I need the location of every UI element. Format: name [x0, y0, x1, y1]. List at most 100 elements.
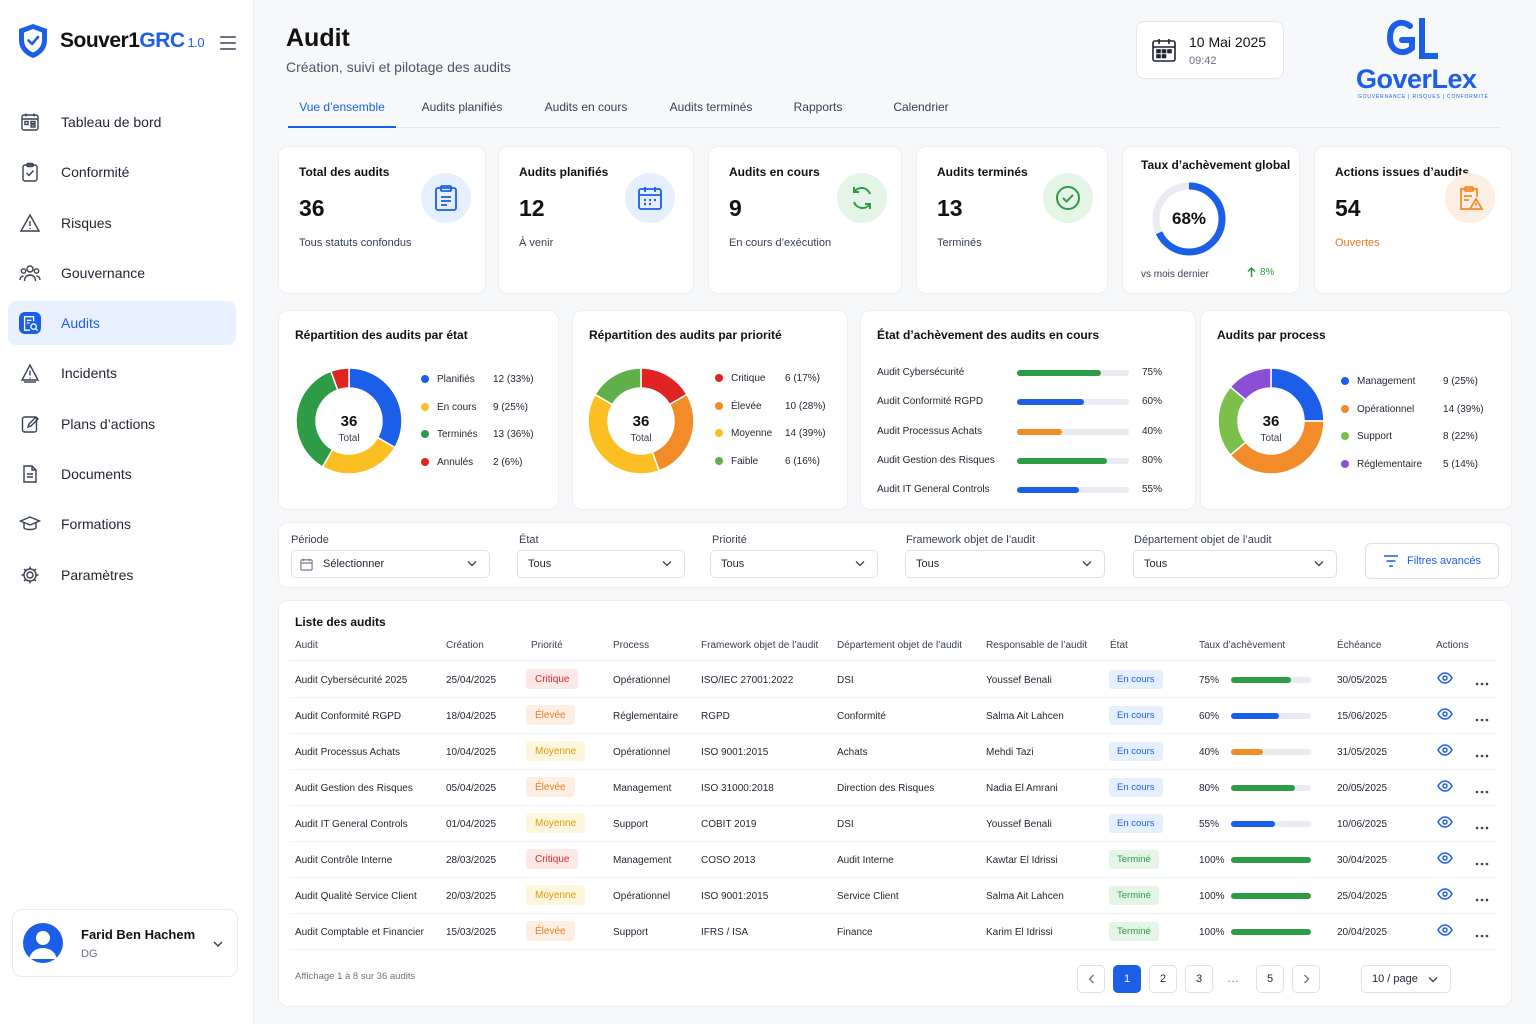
column-header-departement[interactable]: Département objet de l’audit — [837, 640, 963, 651]
sidebar-item-conformite[interactable]: Conformité — [8, 150, 236, 194]
column-header-responsable[interactable]: Responsable de l’audit — [986, 640, 1088, 651]
more-options-icon[interactable] — [1475, 747, 1489, 761]
table-row[interactable]: Audit IT General Controls 01/04/2025 Suppo… — [289, 806, 1497, 842]
tab-vue-ensemble[interactable]: Vue d’ensemble — [288, 90, 396, 128]
tab-calendrier[interactable]: Calendrier — [893, 100, 949, 114]
pagination-page-1[interactable]: 1 — [1113, 965, 1141, 993]
donut-slice[interactable] — [1229, 367, 1272, 401]
sidebar-item-label: Paramètres — [61, 566, 134, 583]
tab-audits-en-cours[interactable]: Audits en cours — [544, 100, 628, 114]
more-options-icon[interactable] — [1475, 675, 1489, 689]
period-select[interactable]: Sélectionner — [291, 550, 490, 578]
table-row[interactable]: Audit Qualité Service Client 20/03/2025 Op… — [289, 878, 1497, 914]
pagination-next-button[interactable] — [1292, 965, 1320, 993]
donut-slice[interactable] — [329, 367, 350, 391]
cell-framework: RGPD — [701, 711, 730, 722]
sidebar-item-risques[interactable]: Risques — [8, 201, 236, 245]
kpi-card-total[interactable]: Total des audits 36 Tous statuts confond… — [278, 146, 486, 294]
view-icon[interactable] — [1437, 708, 1453, 723]
sidebar-item-parametres[interactable]: Paramètres — [8, 553, 236, 597]
legend-item[interactable]: Faible 6 (16%) — [715, 456, 843, 470]
view-icon[interactable] — [1437, 672, 1453, 687]
sidebar-item-formations[interactable]: Formations — [8, 502, 236, 546]
pagination-page-2[interactable]: 2 — [1149, 965, 1177, 993]
donut-slice[interactable] — [594, 367, 642, 406]
kpi-card-termines[interactable]: Audits terminés 13 Terminés — [916, 146, 1108, 294]
per-page-select[interactable]: 10 / page — [1361, 965, 1451, 993]
kpi-card-actions[interactable]: Actions issues d’audits 54 Ouvertes — [1314, 146, 1512, 294]
sidebar-item-documents[interactable]: Documents — [8, 452, 236, 496]
kpi-card-en-cours[interactable]: Audits en cours 9 En cours d’exécution — [708, 146, 902, 294]
tab-rapports[interactable]: Rapports — [793, 100, 843, 114]
cell-due: 25/04/2025 — [1337, 891, 1388, 902]
legend-item[interactable]: Moyenne 14 (39%) — [715, 428, 843, 442]
legend-item[interactable]: Planifiés 12 (33%) — [421, 374, 551, 388]
app-logo[interactable]: Souver1GRC 1.0 — [16, 22, 205, 60]
more-options-icon[interactable] — [1475, 711, 1489, 725]
legend-item[interactable]: Terminés 13 (36%) — [421, 429, 551, 443]
column-header-framework[interactable]: Framework objet de l’audit — [701, 640, 819, 651]
column-header-creation[interactable]: Création — [446, 640, 484, 651]
column-header-process[interactable]: Process — [613, 640, 650, 651]
view-icon[interactable] — [1437, 852, 1453, 867]
column-header-echeance[interactable]: Échéance — [1337, 640, 1382, 651]
legend-item[interactable]: Critique 6 (17%) — [715, 373, 843, 387]
legend-item[interactable]: Management 9 (25%) — [1341, 376, 1501, 390]
sidebar-item-label: Risques — [61, 214, 112, 231]
framework-select[interactable]: Tous — [905, 550, 1105, 578]
sidebar-item-gouvernance[interactable]: Gouvernance — [8, 251, 236, 295]
view-icon[interactable] — [1437, 888, 1453, 903]
tab-audits-planifies[interactable]: Audits planifiés — [421, 100, 503, 114]
view-icon[interactable] — [1437, 816, 1453, 831]
table-row[interactable]: Audit Conformité RGPD 18/04/2025 Réglement… — [289, 698, 1497, 734]
sidebar-item-tableau-de-bord[interactable]: Tableau de bord — [8, 100, 236, 144]
kpi-card-planifies[interactable]: Audits planifiés 12 À venir — [498, 146, 694, 294]
sidebar-item-plans-actions[interactable]: Plans d’actions — [8, 402, 236, 446]
table-row[interactable]: Audit Processus Achats 10/04/2025 Opératio… — [289, 734, 1497, 770]
user-profile[interactable]: Farid Ben Hachem DG — [12, 909, 238, 977]
state-select[interactable]: Tous — [517, 550, 685, 578]
advanced-filters-button[interactable]: Filtres avancés — [1365, 543, 1499, 579]
legend-item[interactable]: Élevée 10 (28%) — [715, 401, 843, 415]
more-options-icon[interactable] — [1475, 819, 1489, 833]
pagination-page-3[interactable]: 3 — [1185, 965, 1213, 993]
more-options-icon[interactable] — [1475, 855, 1489, 869]
pagination-page-5[interactable]: 5 — [1256, 965, 1284, 993]
legend-item[interactable]: En cours 9 (25%) — [421, 402, 551, 416]
menu-toggle-icon[interactable] — [220, 36, 236, 50]
table-row[interactable]: Audit Contrôle Interne 28/03/2025 Manageme… — [289, 842, 1497, 878]
column-header-taux[interactable]: Taux d’achèvement — [1199, 640, 1286, 651]
sidebar-item-incidents[interactable]: Incidents — [8, 351, 236, 395]
legend-item[interactable]: Réglementaire 5 (14%) — [1341, 459, 1501, 473]
chevron-down-icon[interactable] — [213, 940, 223, 948]
legend-item[interactable]: Support 8 (22%) — [1341, 431, 1501, 445]
legend-item[interactable]: Opérationnel 14 (39%) — [1341, 404, 1501, 418]
sidebar-item-audits[interactable]: Audits — [8, 301, 236, 346]
table-row[interactable]: Audit Cybersécurité 2025 25/04/2025 Opérat… — [289, 662, 1497, 698]
column-header-audit[interactable]: Audit — [295, 640, 318, 651]
status-badge: En cours — [1109, 706, 1163, 725]
more-options-icon[interactable] — [1475, 783, 1489, 797]
donut-slice[interactable] — [651, 393, 695, 472]
column-header-etat[interactable]: État — [1110, 640, 1128, 651]
view-icon[interactable] — [1437, 780, 1453, 795]
pagination-prev-button[interactable] — [1077, 965, 1105, 993]
priority-select[interactable]: Tous — [710, 550, 878, 578]
donut-slice[interactable] — [295, 370, 339, 468]
column-header-priorite[interactable]: Priorité — [531, 640, 563, 651]
more-options-icon[interactable] — [1475, 927, 1489, 941]
legend-item[interactable]: Annulés 2 (6%) — [421, 457, 551, 471]
sidebar-item-label: Conformité — [61, 164, 130, 181]
view-icon[interactable] — [1437, 924, 1453, 939]
kpi-card-taux-achevement[interactable]: Taux d’achèvement global 68% vs mois der… — [1122, 146, 1300, 294]
table-row[interactable]: Audit Gestion des Risques 05/04/2025 Manag… — [289, 770, 1497, 806]
more-options-icon[interactable] — [1475, 891, 1489, 905]
cell-rate: 100% — [1199, 927, 1225, 938]
table-row[interactable]: Audit Comptable et Financier 15/03/2025 Su… — [289, 914, 1497, 950]
tab-audits-termines[interactable]: Audits terminés — [669, 100, 753, 114]
donut-slice[interactable] — [1229, 420, 1325, 475]
donut-slice[interactable] — [587, 393, 661, 475]
department-select[interactable]: Tous — [1133, 550, 1337, 578]
rate-fill — [1231, 893, 1311, 899]
view-icon[interactable] — [1437, 744, 1453, 759]
